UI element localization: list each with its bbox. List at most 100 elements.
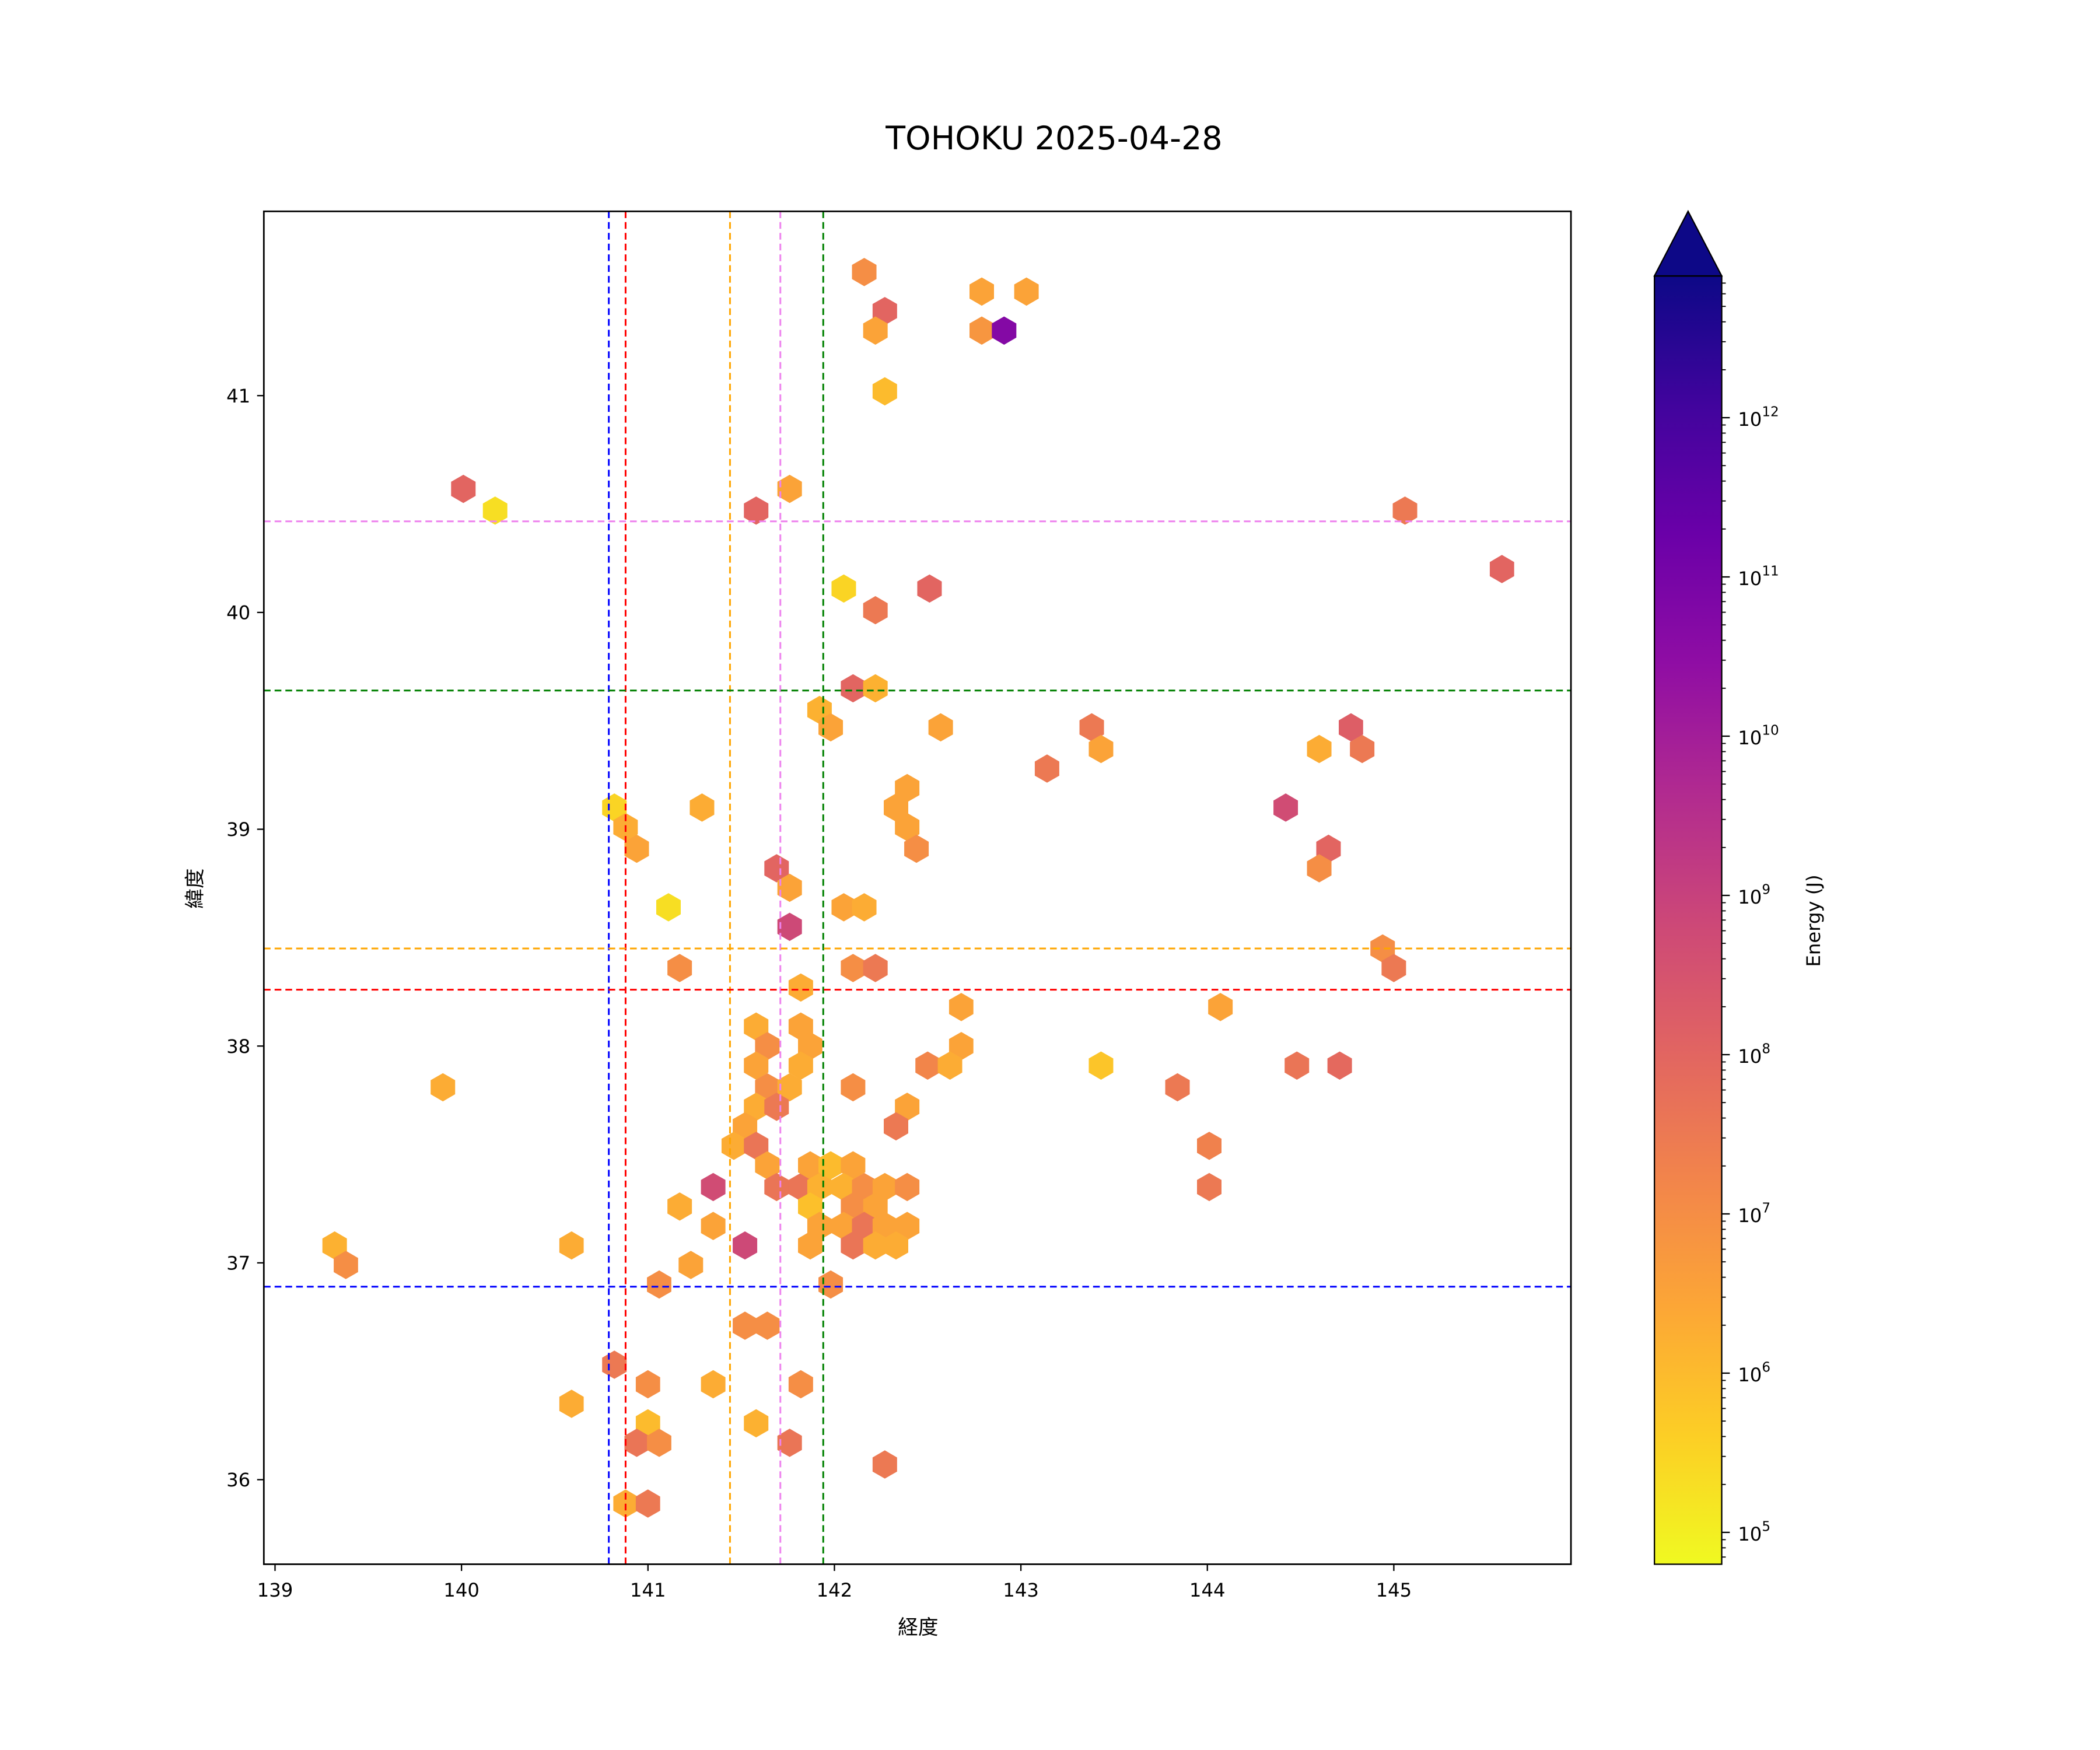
hexbin-cell <box>1307 734 1332 764</box>
hexbin-cell <box>788 1172 813 1202</box>
colorbar-tick-label: 1012 <box>1738 405 1779 430</box>
hexbin-cell <box>1327 1051 1352 1080</box>
hexbin-cell <box>807 1212 832 1240</box>
hexbin-cell <box>798 1032 822 1060</box>
hexbin-cell <box>841 1231 866 1260</box>
hexbin-cell <box>755 1073 780 1102</box>
x-tick-label: 141 <box>630 1579 666 1601</box>
hexbin-cell <box>992 316 1017 345</box>
hexbin-cell <box>1165 1073 1190 1102</box>
hexbin-cell <box>602 1350 627 1379</box>
colorbar-tick-label: 105 <box>1738 1520 1770 1545</box>
hexbin-cell <box>1014 277 1039 306</box>
hexbin-cell <box>755 1311 780 1340</box>
hexbin-cell <box>863 1192 888 1221</box>
x-axis-ticks: 139 140 141 142 143 144 145 <box>257 1564 1412 1601</box>
hexbin-cell <box>872 1212 897 1240</box>
hexbin-cell <box>777 1073 802 1102</box>
hexbin-cell <box>744 1012 769 1041</box>
hexbin-cell <box>764 1172 789 1202</box>
hexbin-cell <box>852 1212 877 1240</box>
y-tick-label: 39 <box>226 818 250 841</box>
hexbin-cell <box>788 1051 813 1080</box>
hexbin-cell <box>764 854 789 883</box>
x-tick-label: 144 <box>1189 1579 1226 1601</box>
hexbin-cell <box>788 1370 813 1399</box>
hexbin-cell <box>1034 754 1059 783</box>
hexbin-cell <box>559 1390 584 1418</box>
colorbar-label: Energy (J) <box>1803 874 1825 967</box>
hexbin-cell <box>831 1212 856 1240</box>
hexbin-cell <box>863 596 888 625</box>
hexbin-cell <box>667 954 692 982</box>
hexbin-cell <box>1197 1132 1222 1160</box>
hexbin-cell <box>970 277 994 306</box>
hexbin-cell <box>818 1270 844 1299</box>
hexbin-cell <box>841 954 866 982</box>
hexbin-cell <box>852 1172 877 1202</box>
hexbin-cell <box>1079 713 1104 742</box>
hexbin-cell <box>777 474 802 503</box>
hexbin-cell <box>635 1370 660 1399</box>
chart-title: TOHOKU 2025-04-28 <box>885 120 1222 158</box>
hexbin-cell <box>1088 734 1114 764</box>
hexbin-cell <box>818 713 844 742</box>
hexbin-cell <box>863 1231 888 1260</box>
hexbin-cell <box>818 1151 844 1180</box>
hexbin-cell <box>798 1231 822 1260</box>
x-tick-label: 142 <box>817 1579 853 1601</box>
hexbin-cell <box>764 1093 789 1121</box>
hexbin-cell <box>872 1450 897 1479</box>
reference-lines <box>264 211 1572 1564</box>
hexbin-cell <box>831 574 856 603</box>
hexbin-cell <box>884 793 908 822</box>
hexbin-cell <box>667 1192 692 1221</box>
hexbin-cell <box>863 316 888 345</box>
hexbin-cell <box>970 316 994 345</box>
hexbin-cell <box>777 1429 802 1457</box>
hexbin-cell <box>777 912 802 942</box>
hexbin-cell <box>884 1231 908 1260</box>
hexbin-cell <box>1273 793 1298 822</box>
hexbin-cell <box>744 496 769 525</box>
y-axis-label: 緯度 <box>184 868 207 908</box>
colorbar-tick-label: 1011 <box>1738 564 1779 590</box>
hexbin-cell <box>895 1172 920 1202</box>
hexbin-cell <box>334 1251 358 1279</box>
hexbin-cell <box>701 1212 726 1240</box>
hexbin-cell <box>841 1073 866 1102</box>
hexbin-cell <box>451 474 476 503</box>
hexbin-cell <box>1307 854 1332 883</box>
hexbin-cell <box>744 1132 769 1160</box>
hexbin-cell <box>1316 834 1341 863</box>
hexbin-cell <box>777 873 802 902</box>
hexbin-cell <box>895 813 920 842</box>
hexbin-cell <box>322 1231 347 1260</box>
colorbar-ticks: 105 106 107 108 109 1010 1011 1012 <box>1721 282 1779 1558</box>
hexbin-cell <box>841 674 866 703</box>
hexbin-cell <box>788 1012 813 1041</box>
hexbin-cell <box>895 774 920 803</box>
y-tick-label: 36 <box>226 1469 250 1491</box>
hexbin-cell <box>895 1212 920 1240</box>
y-axis-ticks: 36 37 38 39 40 41 <box>226 385 264 1491</box>
hexbin-cells <box>322 258 1514 1518</box>
hexbin-cell <box>744 1093 769 1121</box>
colorbar-tick-label: 107 <box>1738 1201 1770 1227</box>
hexbin-cell <box>1339 713 1363 742</box>
hexbin-cell <box>647 1270 671 1299</box>
hexbin-cell <box>872 1172 897 1202</box>
hexbin-cell <box>1088 1051 1114 1080</box>
hexbin-cell <box>1381 954 1406 982</box>
hexbin-cell <box>635 1489 660 1518</box>
hexbin-cell <box>482 496 508 525</box>
hexbin-cell <box>831 893 856 922</box>
hexbin-cell <box>841 1192 866 1221</box>
x-tick-label: 143 <box>1003 1579 1039 1601</box>
x-tick-label: 140 <box>443 1579 480 1601</box>
plot-frame <box>262 210 1572 1565</box>
hexbin-cell <box>635 1409 660 1438</box>
hexbin-cell <box>733 1112 758 1141</box>
hexbin-cell <box>647 1429 671 1457</box>
colorbar: 105 106 107 108 109 1010 1011 1012 Energy (J) <box>1653 209 1825 1565</box>
